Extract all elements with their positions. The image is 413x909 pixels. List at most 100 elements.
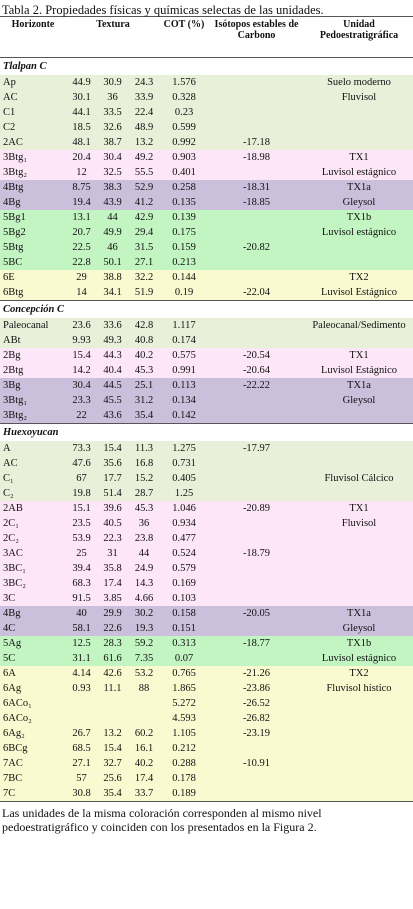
data-row: 4Bg 40 29.9 30.2 0.158 -20.05 TX1a bbox=[0, 606, 413, 621]
table-cell: 6ACo₁ bbox=[3, 698, 32, 709]
table-cell: 0.579 bbox=[172, 563, 196, 574]
table-cell: 11.3 bbox=[135, 443, 153, 454]
table-cell: 33.6 bbox=[103, 320, 122, 331]
table-cell: 23.6 bbox=[72, 320, 91, 331]
table-cell: 0.328 bbox=[172, 92, 196, 103]
table-cell: 18.5 bbox=[72, 122, 91, 133]
table-cell: 29 bbox=[76, 272, 87, 283]
table-cell: 25.6 bbox=[103, 773, 122, 784]
table-cell: 23.3 bbox=[72, 395, 91, 406]
table-cell: 0.524 bbox=[172, 548, 196, 559]
table-cell: -21.26 bbox=[242, 668, 271, 679]
table-cell: 1.865 bbox=[172, 683, 196, 694]
table-cell bbox=[208, 786, 305, 801]
table-cell: 0.288 bbox=[172, 758, 196, 769]
table-cell bbox=[208, 165, 305, 180]
table-cell: 32.2 bbox=[134, 272, 154, 283]
table-cell: 0.477 bbox=[172, 533, 196, 544]
table-cell: 47.6 bbox=[72, 458, 91, 469]
data-row: Ap 44.9 30.9 24.3 1.576 Suelo moderno bbox=[0, 75, 413, 90]
table-cell: TX1a bbox=[347, 608, 371, 619]
table-cell: 53.2 bbox=[134, 668, 154, 679]
table-cell: 33.9 bbox=[134, 92, 154, 103]
table-cell: 27.1 bbox=[72, 758, 91, 769]
table-cell: 8.75 bbox=[72, 182, 91, 193]
table-cell: 5BC bbox=[3, 257, 23, 268]
table-cell: 0.174 bbox=[172, 335, 196, 346]
table-cell bbox=[305, 333, 413, 348]
data-row: 3C 91.5 3.85 4.66 0.103 bbox=[0, 591, 413, 606]
table-cell: A bbox=[3, 443, 11, 454]
table-cell bbox=[305, 696, 413, 711]
data-table: Horizonte Textura COT (%) Isótopos estab… bbox=[0, 17, 413, 801]
table-cell bbox=[305, 135, 413, 150]
table-cell: 4.14 bbox=[72, 668, 91, 679]
table-cell bbox=[305, 456, 413, 471]
table-cell: 36 bbox=[138, 518, 150, 529]
data-row: 4Btg 8.75 38.3 52.9 0.258 -18.31 TX1a bbox=[0, 180, 413, 195]
data-row: 3Btg₁ 20.4 30.4 49.2 0.903 -18.98 TX1 bbox=[0, 150, 413, 165]
table-cell: 40.5 bbox=[103, 518, 122, 529]
table-cell: 0.144 bbox=[172, 272, 196, 283]
table-cell: 43.6 bbox=[103, 410, 122, 421]
data-row: 2AB 15.1 39.6 45.3 1.046 -20.89 TX1 bbox=[0, 501, 413, 516]
section-title: Tlalpan C bbox=[0, 57, 413, 75]
table-cell: -20.54 bbox=[242, 350, 271, 361]
table-cell: 12.5 bbox=[72, 638, 91, 649]
table-cell: 42.9 bbox=[134, 212, 154, 223]
table-cell: Luvisol Estágnico bbox=[320, 287, 398, 298]
table-cell: TX1 bbox=[349, 503, 369, 514]
table-cell: -26.82 bbox=[242, 713, 271, 724]
table-cell: 3C bbox=[3, 593, 16, 604]
table-cell: 42.8 bbox=[134, 320, 154, 331]
table-body: Tlalpan C Ap 44.9 30.9 24.3 1.576 Suelo modern… bbox=[0, 57, 413, 801]
table-cell: 3.85 bbox=[103, 593, 122, 604]
table-cell: 17.7 bbox=[103, 473, 122, 484]
table-cell: 2C₂ bbox=[3, 533, 19, 544]
table-cell: 3Btg₂ bbox=[3, 167, 28, 178]
table-cell: 4C bbox=[3, 623, 16, 634]
table-cell: 41.2 bbox=[134, 197, 154, 208]
table-cell: 7BC bbox=[3, 773, 23, 784]
table-cell: 5C bbox=[3, 653, 16, 664]
table-cell: 0.213 bbox=[172, 257, 196, 268]
table-cell bbox=[208, 591, 305, 606]
table-cell: 3AC bbox=[3, 548, 23, 559]
data-row: 6E 29 38.8 32.2 0.144 TX2 bbox=[0, 270, 413, 285]
data-row: 6Btg 14 34.1 51.9 0.19 -22.04 Luvisol Estágnic… bbox=[0, 285, 413, 301]
table-cell: 0.401 bbox=[172, 167, 196, 178]
table-cell bbox=[208, 255, 305, 270]
table-cell bbox=[305, 240, 413, 255]
table-cell: 15.4 bbox=[103, 443, 122, 454]
table-cell: 44.9 bbox=[72, 77, 91, 88]
table-cell: 1.25 bbox=[174, 488, 194, 499]
table-cell bbox=[208, 651, 305, 666]
table-cell bbox=[208, 741, 305, 756]
table-cell: 52.9 bbox=[134, 182, 154, 193]
table-cell: 29.9 bbox=[103, 608, 122, 619]
table-cell: 0.23 bbox=[174, 107, 194, 118]
table-cell bbox=[208, 531, 305, 546]
table-cell: 39.6 bbox=[103, 503, 122, 514]
table-cell: 14.2 bbox=[72, 365, 91, 376]
table-cell: 35.4 bbox=[103, 788, 122, 799]
table-cell: 11.1 bbox=[103, 683, 122, 694]
table-cell: 88 bbox=[138, 683, 150, 694]
table-cell: 13.2 bbox=[134, 137, 154, 148]
data-row: 5BC 22.8 50.1 27.1 0.213 bbox=[0, 255, 413, 270]
table-cell: 51.4 bbox=[103, 488, 122, 499]
table-cell: TX1a bbox=[347, 380, 371, 391]
table-cell: 73.3 bbox=[72, 443, 91, 454]
table-cell: 0.175 bbox=[172, 227, 196, 238]
table-cell bbox=[208, 120, 305, 135]
table-cell: 0.93 bbox=[72, 683, 91, 694]
header-row: Horizonte Textura COT (%) Isótopos estab… bbox=[0, 17, 413, 58]
data-row: 3AC 25 31 44 0.524 -18.79 bbox=[0, 546, 413, 561]
table-cell: 44.1 bbox=[72, 107, 91, 118]
table-cell: 5Bg2 bbox=[3, 227, 26, 238]
table-cell: 14 bbox=[76, 287, 87, 298]
table-cell: 4Btg bbox=[3, 182, 24, 193]
table-cell: 40.4 bbox=[103, 365, 122, 376]
section-title: Concepción C bbox=[0, 300, 413, 318]
table-cell: 13.1 bbox=[72, 212, 91, 223]
